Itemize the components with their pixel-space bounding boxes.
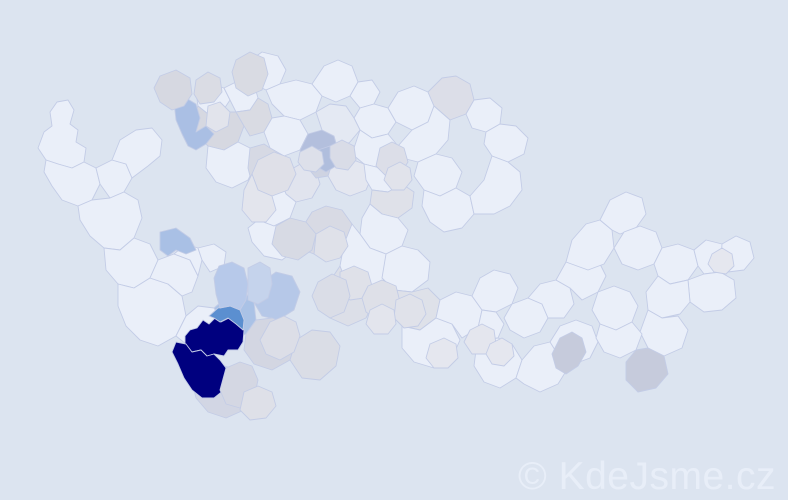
district-base-layer [38,52,754,418]
district-jesenik[interactable] [600,192,646,234]
district-prerov-tint[interactable] [486,338,514,366]
district-novy-jicin[interactable] [646,276,690,318]
district-vsetin[interactable] [640,310,688,356]
district-kutnahora-tint[interactable] [314,226,348,262]
district-znojmo-tint[interactable] [366,304,396,334]
district-zlin[interactable] [626,348,668,392]
district-kv[interactable] [112,128,162,178]
district-ceska-lipa[interactable] [266,80,322,120]
district-ash[interactable] [38,100,86,168]
district-jh-tint[interactable] [260,316,300,360]
district-svitavy[interactable] [470,156,522,214]
district-tachov[interactable] [78,192,142,250]
district-breclav-tint[interactable] [426,338,458,368]
district-highlight-layer [154,52,734,420]
district-rakovnik-tint[interactable] [242,174,276,222]
district-tabor-highlight[interactable] [248,262,272,304]
district-hradec-kralove[interactable] [398,106,450,162]
district-cheb[interactable] [44,160,100,206]
district-pisek-highlight[interactable] [214,262,248,310]
district-frydek-mistek[interactable] [688,272,736,312]
district-prostejov[interactable] [528,280,574,318]
district-zlin-highlight[interactable] [552,332,586,374]
district-louny-tint[interactable] [154,70,192,110]
district-hb-tint[interactable] [312,274,350,318]
watermark-kdejsme: © KdeJsme.cz [518,455,776,498]
district-svitavy-tint[interactable] [384,162,412,190]
district-most-tint[interactable] [194,72,222,104]
district-ustinl-tint[interactable] [206,102,230,132]
district-prahaz-tint[interactable] [298,146,324,172]
district-usti-orlici[interactable] [484,124,528,162]
district-prahav-tint[interactable] [330,140,356,170]
district-chrudim[interactable] [422,188,474,232]
district-rychnov[interactable] [466,98,502,132]
district-jindrichuv-hradec[interactable] [290,330,340,380]
district-karvina-tint[interactable] [708,248,734,274]
district-cb-tint[interactable] [240,386,276,420]
district-benesov-tint[interactable] [272,218,316,260]
district-sumperk[interactable] [566,220,614,270]
district-chomutov-highlight[interactable] [174,98,214,150]
district-plzen-sever-highlight[interactable] [160,228,196,256]
district-litomerice-tint[interactable] [232,52,268,96]
